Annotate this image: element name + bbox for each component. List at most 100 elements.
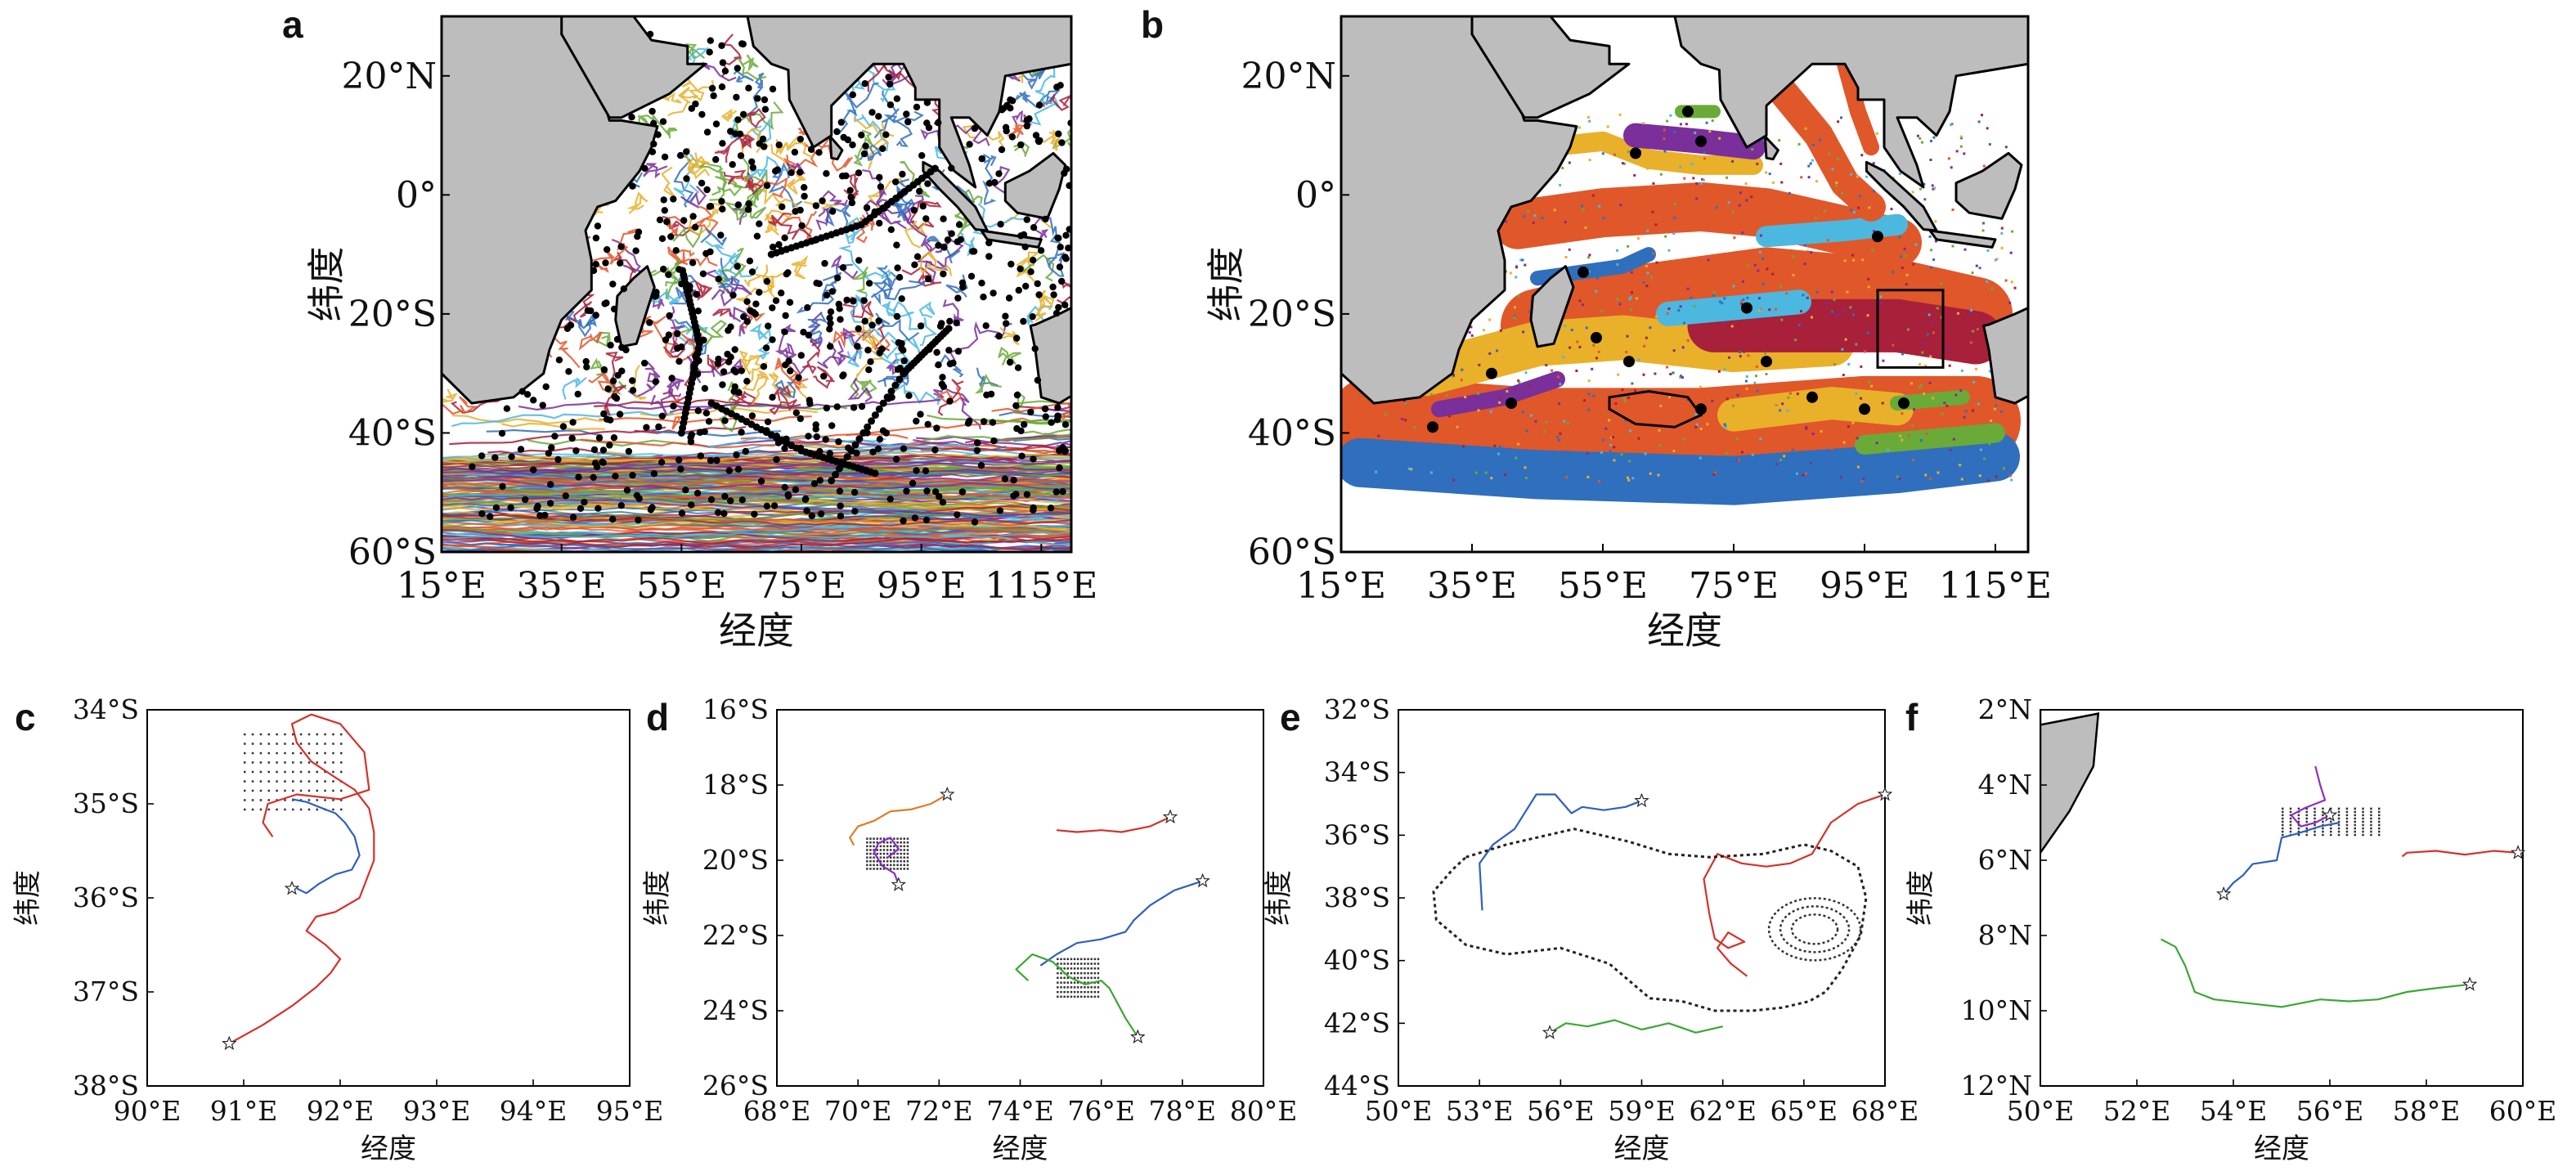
trajectory-line [991, 402, 1071, 413]
seed-dot [2354, 820, 2356, 823]
deployment-point [742, 447, 749, 455]
deployment-point [674, 330, 681, 338]
seed-dot [2297, 833, 2300, 837]
d-start-marker [1196, 873, 1209, 887]
trajectory-line [936, 387, 963, 404]
deployment-point [702, 249, 710, 258]
deployment-point [966, 141, 973, 148]
deployment-point [939, 374, 946, 381]
deployment-point [689, 259, 697, 267]
cluster-speck [1755, 375, 1757, 378]
cluster-speck [1546, 378, 1549, 381]
deployment-point [654, 131, 662, 138]
seed-dot [1057, 958, 1059, 961]
seed-dot [1087, 986, 1089, 989]
cluster-speck [1819, 230, 1822, 233]
cluster-speck [1595, 289, 1598, 293]
deployment-point [478, 452, 486, 460]
seed-dot [900, 852, 902, 855]
cluster-speck [1963, 248, 1967, 251]
deployment-point [733, 451, 740, 459]
deployment-point [980, 294, 987, 301]
deployment-point [1055, 303, 1062, 312]
deployment-point [1012, 402, 1020, 410]
seed-dot [882, 852, 886, 855]
cluster-speck [1726, 176, 1729, 179]
seed-dot [1076, 986, 1079, 989]
seed-dot [1070, 981, 1073, 984]
f-xtick-label: 58°E [2393, 1095, 2461, 1127]
deployment-point [1056, 464, 1063, 472]
cluster-speck [1565, 476, 1568, 479]
deployment-point [587, 307, 595, 315]
deployment-point [629, 472, 636, 479]
seed-dot [307, 780, 311, 783]
trajectory-line [1056, 444, 1071, 449]
cluster-speck [1627, 478, 1631, 482]
deployment-point [900, 357, 909, 365]
seed-dot [299, 761, 303, 764]
cluster-speck [1707, 258, 1710, 262]
seed-dot [2362, 827, 2364, 830]
deployment-point [703, 186, 711, 194]
deployment-point [694, 307, 702, 315]
d-xlabel: 经度 [993, 1133, 1048, 1165]
f-xtick-label: 52°E [2103, 1095, 2171, 1127]
cluster-speck [2010, 280, 2013, 284]
seed-dot [2362, 817, 2364, 820]
deployment-point [617, 243, 625, 250]
deployment-point [618, 367, 626, 375]
cluster-speck [1477, 392, 1480, 395]
deployment-point [823, 291, 831, 299]
cluster-speck [1694, 131, 1697, 134]
cluster-speck [1401, 418, 1404, 420]
seed-dot [1066, 976, 1069, 980]
deployment-point [759, 135, 767, 143]
seed-dot [1070, 958, 1073, 961]
cluster-speck [1786, 409, 1789, 412]
a-ytick-label: 0° [396, 174, 437, 216]
cluster-speck [1810, 461, 1812, 464]
seed-dot [2354, 827, 2356, 830]
cluster-speck [1567, 422, 1570, 425]
deployment-point [745, 84, 752, 92]
cluster-speck [1936, 307, 1939, 310]
deployment-point [1022, 282, 1030, 290]
cluster-speck [1946, 347, 1950, 350]
cluster-speck [1721, 302, 1724, 305]
cluster-speck [1963, 415, 1966, 419]
seed-dot [2282, 830, 2284, 833]
deployment-point [715, 276, 722, 283]
deployment-point [918, 152, 926, 159]
seed-dot [259, 733, 263, 736]
cluster-speck [1926, 333, 1929, 336]
deployment-point [629, 182, 636, 190]
cluster-speck [1673, 434, 1676, 437]
seed-dot [276, 770, 278, 774]
cluster-speck [1872, 162, 1875, 165]
deployment-point [863, 204, 871, 212]
deployment-point [835, 438, 842, 446]
seed-dot [906, 852, 909, 855]
seed-dot [2282, 814, 2284, 817]
trajectory-line [1016, 251, 1041, 283]
deployment-point [738, 428, 745, 436]
deployment-point [733, 93, 740, 101]
cluster-speck [1858, 195, 1861, 198]
cluster-speck [1523, 225, 1526, 228]
deployment-point [922, 516, 931, 524]
seed-dot [284, 752, 286, 755]
cluster-speck [1759, 234, 1762, 237]
cluster-speck [1743, 350, 1746, 353]
trajectory-line [442, 478, 1071, 491]
cluster-speck [1940, 316, 1943, 319]
cluster-speck [1740, 300, 1744, 303]
deployment-point [858, 132, 865, 139]
cluster-speck [1895, 411, 1898, 415]
e-start-marker [1635, 793, 1649, 807]
seed-dot [869, 852, 872, 855]
seed-dot [890, 860, 892, 863]
deployment-point [995, 332, 1003, 340]
cluster-speck [1796, 393, 1799, 396]
deployment-point [660, 265, 667, 273]
